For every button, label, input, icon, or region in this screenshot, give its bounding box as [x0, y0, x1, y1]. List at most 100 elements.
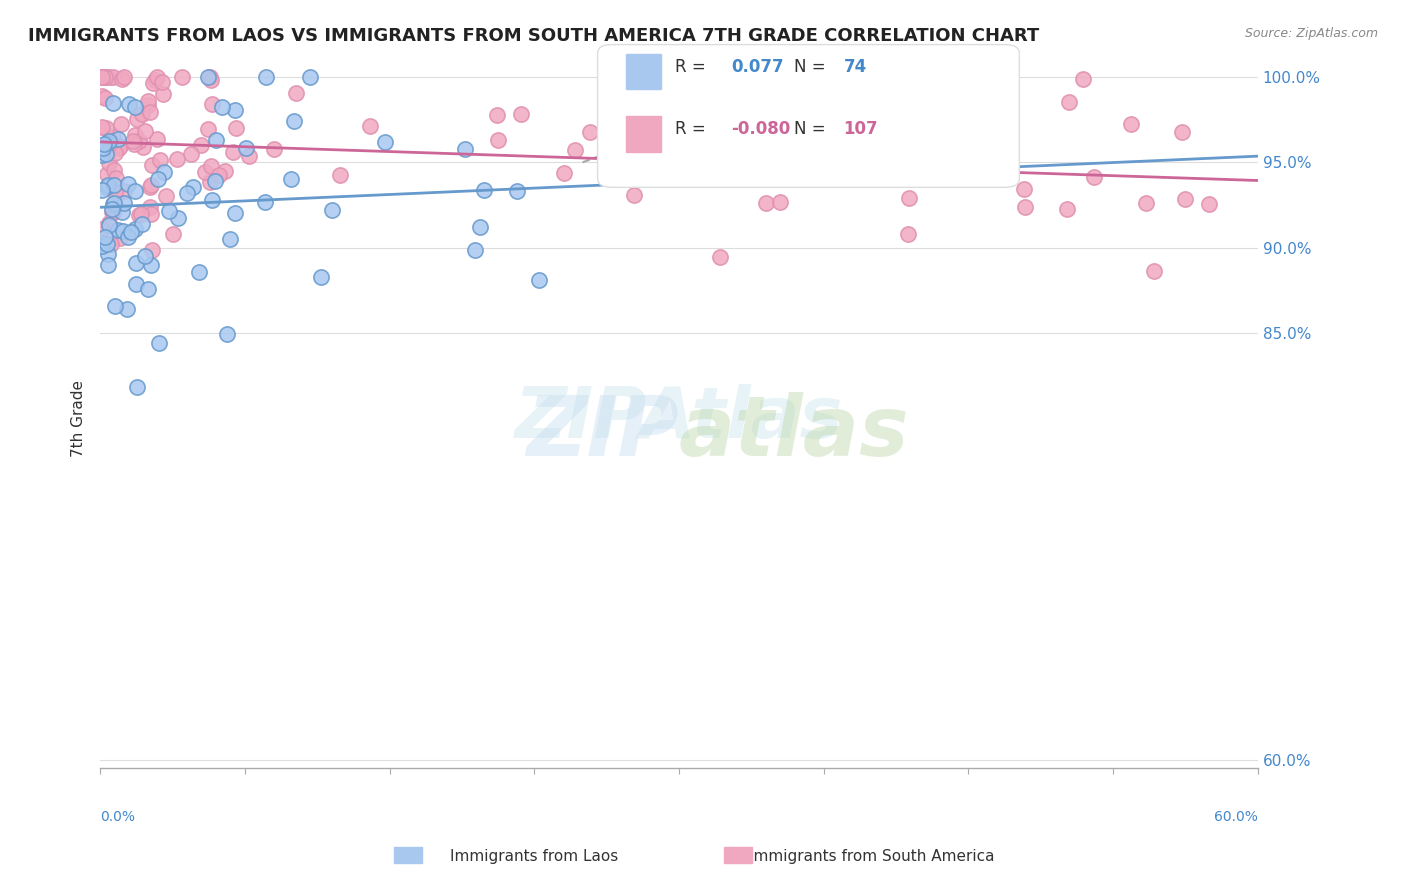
Point — [468, 219, 491, 234]
Point — [139, 207, 162, 221]
Point — [112, 195, 135, 210]
Point — [117, 178, 139, 192]
Point — [166, 211, 188, 226]
Text: ZIP: ZIP — [526, 392, 679, 473]
Point — [96, 237, 118, 252]
Point — [1143, 264, 1166, 278]
Point — [125, 112, 148, 126]
Point — [91, 235, 114, 250]
Point — [115, 301, 138, 316]
Text: atlas: atlas — [679, 392, 910, 473]
Point — [103, 196, 125, 211]
Point — [122, 136, 145, 151]
Point — [97, 218, 120, 232]
Point — [755, 196, 778, 211]
Point — [139, 178, 162, 193]
Point — [148, 335, 170, 350]
Point — [134, 124, 156, 138]
Point — [205, 133, 228, 147]
Point — [93, 70, 115, 84]
Point — [125, 256, 148, 270]
Point — [214, 164, 236, 178]
Point — [474, 183, 496, 197]
Point — [141, 158, 163, 172]
Point — [108, 141, 131, 155]
Text: 107: 107 — [844, 120, 879, 138]
Point — [97, 70, 120, 84]
Point — [176, 186, 198, 201]
Point — [97, 247, 120, 261]
Text: -0.080: -0.080 — [731, 120, 790, 138]
Point — [222, 145, 245, 160]
Point — [172, 70, 194, 84]
Point — [129, 207, 152, 221]
Point — [97, 178, 120, 193]
Text: ZIPAtlas: ZIPAtlas — [515, 384, 844, 453]
Point — [103, 70, 125, 84]
Point — [124, 222, 146, 236]
Point — [263, 142, 285, 156]
Point — [120, 225, 142, 239]
Point — [149, 153, 172, 168]
Point — [1071, 72, 1094, 87]
Text: 74: 74 — [844, 58, 868, 76]
Point — [181, 180, 204, 194]
Point — [506, 184, 529, 198]
Point — [117, 230, 139, 244]
Text: 0.0%: 0.0% — [100, 810, 135, 824]
Point — [374, 135, 396, 149]
Point — [1135, 196, 1157, 211]
Y-axis label: 7th Grade: 7th Grade — [72, 380, 86, 457]
Point — [103, 95, 125, 110]
Point — [93, 136, 115, 151]
Point — [96, 136, 118, 151]
Point — [1174, 192, 1197, 206]
Point — [101, 130, 124, 145]
Point — [454, 142, 477, 156]
Text: N =: N = — [794, 120, 831, 138]
Point — [1198, 196, 1220, 211]
Point — [553, 166, 575, 180]
Point — [103, 299, 125, 313]
Point — [716, 145, 738, 160]
Point — [225, 120, 247, 135]
Point — [94, 70, 117, 84]
Point — [139, 258, 162, 272]
Point — [107, 223, 129, 237]
Point — [146, 132, 169, 146]
Point — [103, 186, 125, 200]
Point — [146, 70, 169, 84]
Point — [91, 141, 114, 155]
Point — [509, 107, 531, 121]
Point — [136, 282, 159, 296]
Point — [104, 146, 127, 161]
Point — [125, 380, 148, 394]
Point — [280, 171, 302, 186]
Point — [91, 238, 114, 252]
Point — [110, 231, 132, 245]
Point — [943, 119, 966, 133]
Point — [143, 72, 166, 87]
Point — [564, 144, 586, 158]
Point — [1083, 169, 1105, 184]
Point — [190, 138, 212, 153]
Point — [128, 134, 150, 148]
Point — [91, 148, 114, 162]
Point — [579, 125, 602, 139]
Text: Source: ZipAtlas.com: Source: ZipAtlas.com — [1244, 27, 1378, 40]
Point — [238, 149, 260, 163]
Point — [94, 147, 117, 161]
Point — [208, 168, 231, 182]
Point — [112, 184, 135, 198]
Point — [107, 132, 129, 146]
Point — [105, 171, 128, 186]
Point — [91, 120, 114, 134]
Point — [108, 139, 131, 153]
Point — [124, 184, 146, 198]
Point — [142, 76, 165, 90]
Point — [136, 94, 159, 108]
Point — [124, 277, 146, 291]
Point — [162, 227, 184, 241]
Text: atlas: atlas — [592, 384, 766, 453]
Point — [768, 194, 790, 209]
